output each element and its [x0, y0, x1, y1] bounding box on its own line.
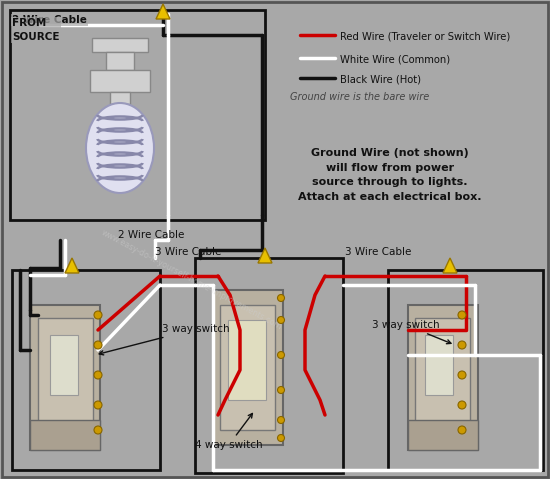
Circle shape — [458, 371, 466, 379]
Circle shape — [458, 426, 466, 434]
Circle shape — [94, 426, 102, 434]
Bar — [408, 305, 478, 450]
Bar — [38, 318, 93, 430]
Polygon shape — [156, 4, 170, 19]
Bar — [415, 318, 470, 430]
Text: White Wire (Common): White Wire (Common) — [340, 54, 450, 64]
Text: 3 Wire Cable: 3 Wire Cable — [345, 247, 411, 257]
Circle shape — [94, 341, 102, 349]
Text: Ground Wire (not shown)
will flow from power
source through to lights.
Attach at: Ground Wire (not shown) will flow from p… — [298, 148, 482, 202]
Bar — [50, 335, 78, 395]
Bar — [213, 290, 283, 445]
Text: www.easy-do-it-yourself-home-improvements.com: www.easy-do-it-yourself-home-improvement… — [100, 228, 284, 332]
Text: 3 way switch: 3 way switch — [99, 324, 230, 355]
Text: 3 Wire Cable: 3 Wire Cable — [155, 247, 221, 257]
Bar — [408, 420, 478, 450]
Circle shape — [94, 311, 102, 319]
Text: 3 way switch: 3 way switch — [372, 320, 451, 344]
Circle shape — [278, 295, 284, 301]
Text: 2 Wire Cable: 2 Wire Cable — [118, 230, 184, 240]
Text: Ground wire is the bare wire: Ground wire is the bare wire — [290, 92, 429, 102]
Circle shape — [278, 352, 284, 358]
Text: FROM
SOURCE: FROM SOURCE — [12, 18, 59, 42]
Bar — [90, 70, 150, 92]
Polygon shape — [443, 258, 457, 273]
Bar — [228, 320, 266, 400]
Circle shape — [458, 341, 466, 349]
Circle shape — [278, 317, 284, 323]
Bar — [195, 258, 343, 473]
Bar — [30, 305, 100, 450]
Bar — [10, 10, 265, 220]
Circle shape — [278, 387, 284, 394]
Bar — [106, 52, 134, 70]
Polygon shape — [258, 248, 272, 263]
Ellipse shape — [86, 103, 154, 193]
Bar — [30, 420, 100, 450]
Text: 2 Wire Cable: 2 Wire Cable — [12, 15, 87, 25]
Text: 4 way switch: 4 way switch — [195, 413, 263, 450]
Bar — [92, 38, 148, 52]
Bar — [425, 335, 453, 395]
Circle shape — [458, 401, 466, 409]
Circle shape — [278, 434, 284, 442]
Circle shape — [94, 401, 102, 409]
Bar — [110, 92, 130, 104]
Text: Red Wire (Traveler or Switch Wire): Red Wire (Traveler or Switch Wire) — [340, 31, 510, 41]
Circle shape — [458, 311, 466, 319]
Bar — [220, 305, 275, 430]
Bar — [388, 270, 543, 470]
Bar — [12, 270, 160, 470]
Circle shape — [94, 371, 102, 379]
Text: Black Wire (Hot): Black Wire (Hot) — [340, 74, 421, 84]
Circle shape — [278, 417, 284, 423]
Polygon shape — [65, 258, 79, 273]
